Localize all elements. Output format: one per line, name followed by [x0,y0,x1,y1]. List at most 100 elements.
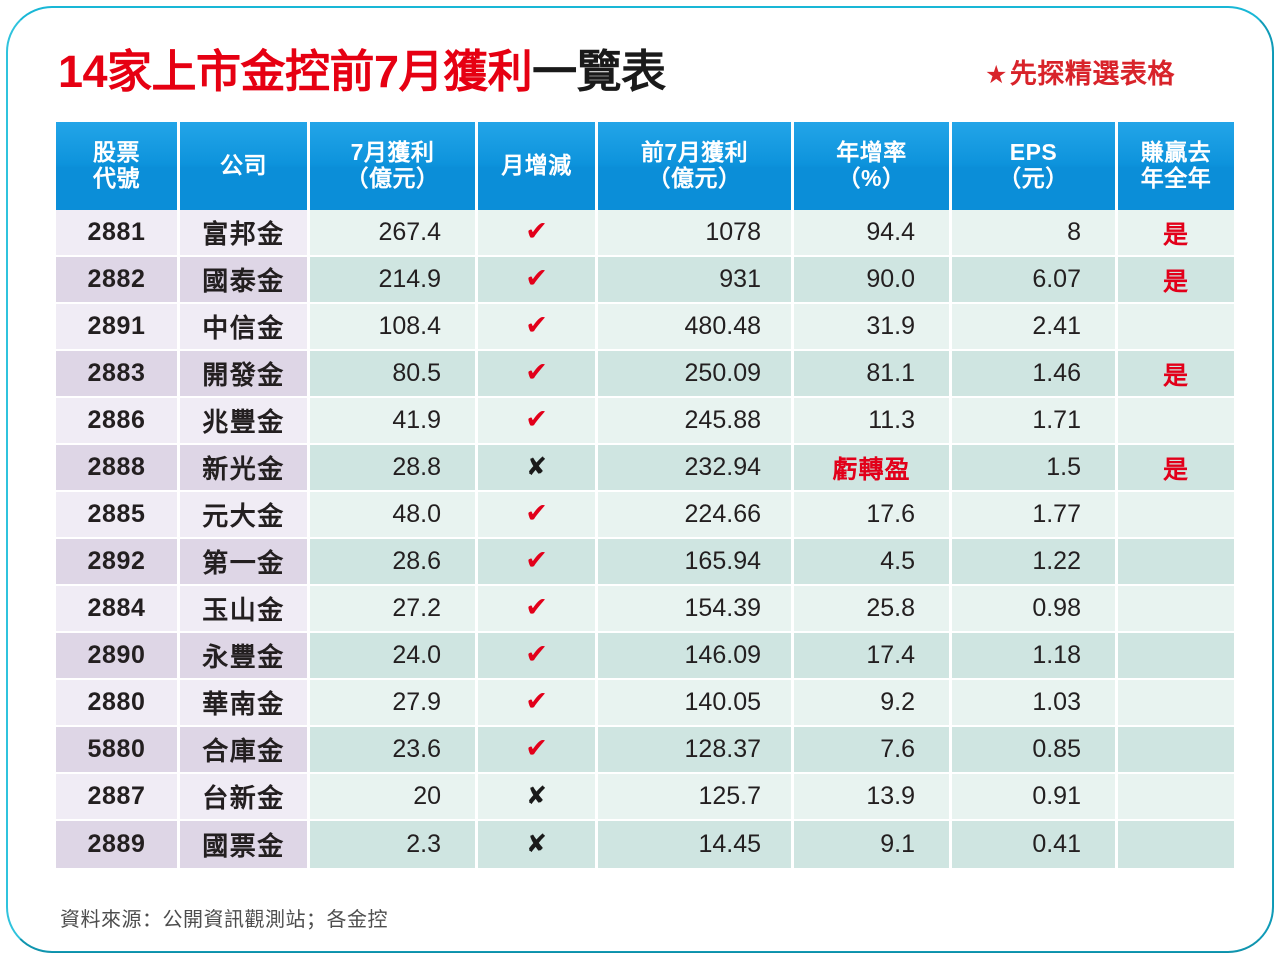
check-icon: ✔ [525,310,548,340]
cell-ytd-profit: 250.09 [598,351,794,398]
cell-month-change: ✔ [478,492,598,539]
cell-eps: 0.41 [952,821,1118,868]
cell-stock-code: 2881 [56,210,180,257]
cell-ytd-profit: 146.09 [598,633,794,680]
table-row: 2891 中信金 108.4 ✔ 480.48 31.9 2.41 [56,304,1234,351]
cell-month-change: ✔ [478,304,598,351]
cell-eps: 1.46 [952,351,1118,398]
column-header-3: 7月獲利 （億元） [310,122,478,210]
cell-month-change: ✔ [478,680,598,727]
cell-yoy-growth: 虧轉盈 [794,445,952,492]
table-header-row: 股票 代號 公司 7月獲利 （億元） 月增減 前7月獲利 （億元） 年增率 （%） EPS （元） 賺贏… [56,122,1234,210]
cell-eps: 1.03 [952,680,1118,727]
cell-stock-code: 2888 [56,445,180,492]
column-header-line2: 年全年 [1140,165,1212,191]
cell-yoy-growth: 13.9 [794,774,952,821]
cell-company-name: 中信金 [180,304,310,351]
table-row: 2889 國票金 2.3 ✘ 14.45 9.1 0.41 [56,821,1234,868]
cell-ytd-profit: 128.37 [598,727,794,774]
column-header-line1: 公司 [220,152,267,179]
cell-stock-code: 2880 [56,680,180,727]
cell-yoy-growth: 7.6 [794,727,952,774]
column-header-line1: EPS [1009,139,1058,166]
cell-beat-last-year [1118,680,1234,727]
table-row: 2880 華南金 27.9 ✔ 140.05 9.2 1.03 [56,680,1234,727]
cell-ytd-profit: 125.7 [598,774,794,821]
table-row: 2890 永豐金 24.0 ✔ 146.09 17.4 1.18 [56,633,1234,680]
cell-ytd-profit: 224.66 [598,492,794,539]
cell-eps: 6.07 [952,257,1118,304]
cell-beat-last-year: 是 [1118,445,1234,492]
cell-yoy-growth: 94.4 [794,210,952,257]
cell-july-profit: 28.8 [310,445,478,492]
cell-stock-code: 2885 [56,492,180,539]
column-header-line1: 前7月獲利 [640,139,749,166]
table-row: 2887 台新金 20 ✘ 125.7 13.9 0.91 [56,774,1234,821]
cell-month-change: ✔ [478,398,598,445]
cell-company-name: 新光金 [180,445,310,492]
cell-stock-code: 5880 [56,727,180,774]
cell-month-change: ✔ [478,586,598,633]
cell-stock-code: 2891 [56,304,180,351]
column-header-6: 年增率 （%） [794,122,952,210]
cell-company-name: 元大金 [180,492,310,539]
cell-company-name: 第一金 [180,539,310,586]
cell-july-profit: 23.6 [310,727,478,774]
cell-beat-last-year [1118,727,1234,774]
turnaround-label: 虧轉盈 [832,455,911,484]
cell-yoy-growth: 17.4 [794,633,952,680]
star-icon: ★ [985,61,1008,89]
cell-month-change: ✔ [478,727,598,774]
cell-beat-last-year: 是 [1118,351,1234,398]
source-footnote: 資料來源：公開資訊觀測站；各金控 [60,909,388,931]
cell-july-profit: 28.6 [310,539,478,586]
cell-yoy-growth: 90.0 [794,257,952,304]
cell-ytd-profit: 480.48 [598,304,794,351]
check-icon: ✔ [525,686,548,716]
beat-last-year-badge: 是 [1162,361,1189,390]
check-icon: ✔ [525,357,548,387]
cell-eps: 1.18 [952,633,1118,680]
table-row: 2892 第一金 28.6 ✔ 165.94 4.5 1.22 [56,539,1234,586]
cell-ytd-profit: 232.94 [598,445,794,492]
cell-stock-code: 2889 [56,821,180,868]
cell-stock-code: 2884 [56,586,180,633]
cell-july-profit: 214.9 [310,257,478,304]
cell-month-change: ✔ [478,257,598,304]
column-header-line1: 年增率 [836,139,907,166]
cell-beat-last-year [1118,539,1234,586]
table-header: 股票 代號 公司 7月獲利 （億元） 月增減 前7月獲利 （億元） 年增率 （%） EPS （元） 賺贏… [56,122,1234,210]
cell-beat-last-year [1118,821,1234,868]
cell-yoy-growth: 17.6 [794,492,952,539]
cell-eps: 0.85 [952,727,1118,774]
cell-ytd-profit: 14.45 [598,821,794,868]
cell-ytd-profit: 1078 [598,210,794,257]
cell-month-change: ✘ [478,774,598,821]
cell-company-name: 永豐金 [180,633,310,680]
cell-july-profit: 80.5 [310,351,478,398]
brand-tag: ★先探精選表格 [985,52,1175,91]
cell-july-profit: 24.0 [310,633,478,680]
cell-yoy-growth: 9.2 [794,680,952,727]
cell-company-name: 兆豐金 [180,398,310,445]
cell-month-change: ✔ [478,539,598,586]
cell-yoy-growth: 11.3 [794,398,952,445]
cell-july-profit: 27.2 [310,586,478,633]
cell-ytd-profit: 140.05 [598,680,794,727]
column-header-line1: 股票 [93,139,140,166]
cell-stock-code: 2887 [56,774,180,821]
cell-july-profit: 2.3 [310,821,478,868]
check-icon: ✔ [525,592,548,622]
cell-july-profit: 108.4 [310,304,478,351]
column-header-line2: （億元） [345,165,440,191]
check-icon: ✔ [525,404,548,434]
cell-company-name: 國泰金 [180,257,310,304]
table-row: 2881 富邦金 267.4 ✔ 1078 94.4 8 是 [56,210,1234,257]
cell-ytd-profit: 931 [598,257,794,304]
table-row: 2886 兆豐金 41.9 ✔ 245.88 11.3 1.71 [56,398,1234,445]
column-header-7: EPS （元） [952,122,1118,210]
check-icon: ✔ [525,216,548,246]
cell-july-profit: 20 [310,774,478,821]
cell-ytd-profit: 165.94 [598,539,794,586]
